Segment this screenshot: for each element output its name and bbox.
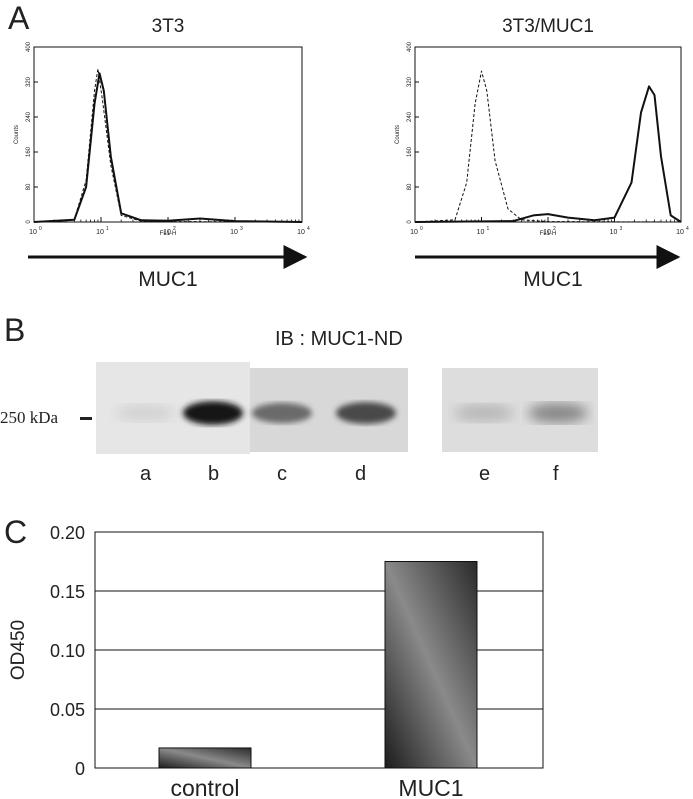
y-tick-label: 0 <box>407 220 413 224</box>
y-tick-label: 0 <box>75 759 85 779</box>
x-tick-label: 10 <box>477 229 485 236</box>
y-tick-label: 400 <box>407 41 413 52</box>
y-tick-label: 400 <box>26 41 32 52</box>
y-tick-label: 320 <box>26 76 32 87</box>
y-tick-label: 320 <box>407 76 413 87</box>
x-axis-label: FL1-H <box>160 231 177 237</box>
x-tick-exponent: 3 <box>620 226 623 232</box>
od450-bar-chart: 0 0.05 0.10 0.15 0.20 OD450 control MUC1 <box>8 523 544 799</box>
plot-frame <box>33 46 303 223</box>
y-tick-label: 160 <box>407 146 413 157</box>
x-tick-exponent: 0 <box>420 226 423 232</box>
arrow-label: MUC1 <box>138 268 198 291</box>
x-tick-label: 10 <box>297 229 305 236</box>
arrow-label: MUC1 <box>523 268 583 291</box>
control-histogram-line <box>33 68 303 223</box>
bar-muc1 <box>384 561 478 769</box>
x-tick-label: 10 <box>29 229 37 236</box>
plot-frame <box>414 46 682 223</box>
x-tick-label: 10 <box>163 229 171 236</box>
y-tick-label: 0.20 <box>50 523 85 543</box>
y-tick-label: 0 <box>26 220 32 224</box>
blot-band-e <box>454 404 514 422</box>
x-tick-exponent: 4 <box>686 226 689 232</box>
x-tick-exponent: 3 <box>240 226 243 232</box>
y-tick-label: 0.05 <box>50 700 85 720</box>
panel-letter-b: B <box>4 312 26 348</box>
y-tick-label: 240 <box>26 111 32 122</box>
x-tick-exponent: 0 <box>39 226 42 232</box>
x-tick-label: 10 <box>230 229 238 236</box>
panel-letter-a: A <box>8 0 30 36</box>
size-marker-tick <box>80 417 92 420</box>
flow-title: 3T3 <box>152 16 185 37</box>
lane-label-f: f <box>553 463 559 485</box>
blot-band-b <box>183 401 243 425</box>
blot-band-c <box>252 402 312 424</box>
x-axis-label: FL1-H <box>540 231 557 237</box>
y-tick-label: 0.15 <box>50 582 85 602</box>
category-label: MUC1 <box>398 775 463 799</box>
y-tick-label: 80 <box>26 183 32 190</box>
category-label: control <box>170 775 239 799</box>
x-tick-exponent: 1 <box>487 226 490 232</box>
x-tick-label: 10 <box>410 229 418 236</box>
x-tick-exponent: 1 <box>106 226 109 232</box>
x-tick-label: 10 <box>676 229 684 236</box>
y-axis-label: Counts <box>14 125 20 144</box>
muc1-histogram-line <box>414 85 682 223</box>
x-tick-exponent: 2 <box>553 226 556 232</box>
size-marker-label: 250 kDa <box>0 408 59 427</box>
y-tick-label: 240 <box>407 111 413 122</box>
lane-label-c: c <box>277 463 287 485</box>
flow-title: 3T3/MUC1 <box>502 16 594 37</box>
control-histogram-line <box>414 70 682 223</box>
lane-label-a: a <box>140 463 152 485</box>
blot-title: IB : MUC1-ND <box>275 328 403 350</box>
x-tick-exponent: 4 <box>307 226 310 232</box>
lane-label-e: e <box>479 463 491 485</box>
bar-control <box>158 747 252 769</box>
y-axis-label: OD450 <box>8 620 29 680</box>
y-tick-label: 0.10 <box>50 641 85 661</box>
y-tick-label: 160 <box>26 146 32 157</box>
lane-label-b: b <box>208 463 220 485</box>
lane-label-d: d <box>355 463 367 485</box>
y-axis-label: Counts <box>395 125 401 144</box>
x-tick-label: 10 <box>610 229 618 236</box>
western-blot <box>96 362 598 454</box>
x-tick-label: 10 <box>543 229 551 236</box>
x-tick-exponent: 2 <box>173 226 176 232</box>
blot-band-a <box>115 404 175 422</box>
muc1-histogram-line <box>33 72 303 223</box>
blot-band-f <box>528 403 588 423</box>
blot-band-d <box>336 402 396 424</box>
x-tick-label: 10 <box>96 229 104 236</box>
y-tick-label: 80 <box>407 183 413 190</box>
panel-letter-c: C <box>4 514 28 550</box>
plot-frame <box>94 531 544 769</box>
